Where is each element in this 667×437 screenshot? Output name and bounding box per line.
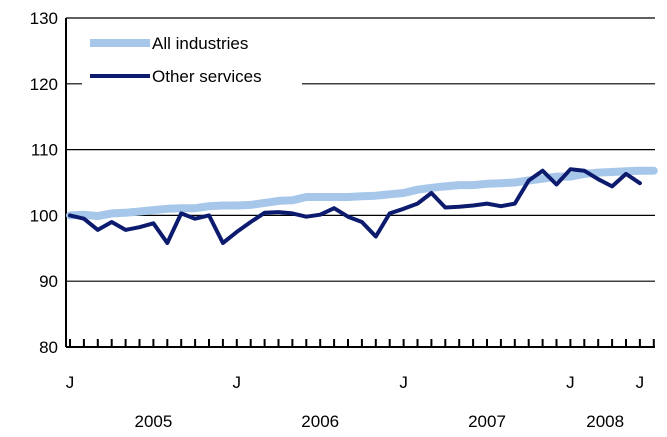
year-label-2007: 2007 <box>468 412 506 431</box>
y-tick-label-80: 80 <box>39 338 58 357</box>
year-label-2006: 2006 <box>301 412 339 431</box>
legend-label-other-services: Other services <box>152 67 262 86</box>
year-label-2008: 2008 <box>586 412 624 431</box>
y-tick-label-120: 120 <box>30 75 58 94</box>
y-tick-label-110: 110 <box>31 141 58 160</box>
legend-background <box>82 26 302 92</box>
legend: All industries Other services <box>82 26 302 92</box>
x-tick-label-24: J <box>399 373 408 392</box>
year-label-2005: 2005 <box>134 412 172 431</box>
y-tick-label-130: 130 <box>30 9 58 28</box>
series-line-all-industries <box>66 166 658 221</box>
axes: 80 90 100 110 120 130 J J J J J 2005 2006 2007 2008 <box>30 9 655 431</box>
x-tick-label-41: J <box>636 373 645 392</box>
y-tick-label-100: 100 <box>30 206 58 225</box>
legend-label-all-industries: All industries <box>152 34 248 53</box>
y-tick-label-90: 90 <box>39 272 58 291</box>
x-tick-label-0: J <box>66 373 75 392</box>
series-lines <box>66 166 658 245</box>
x-tick-label-12: J <box>233 373 242 392</box>
x-tick-label-36: J <box>566 373 575 392</box>
series-line-other-services <box>68 167 642 245</box>
